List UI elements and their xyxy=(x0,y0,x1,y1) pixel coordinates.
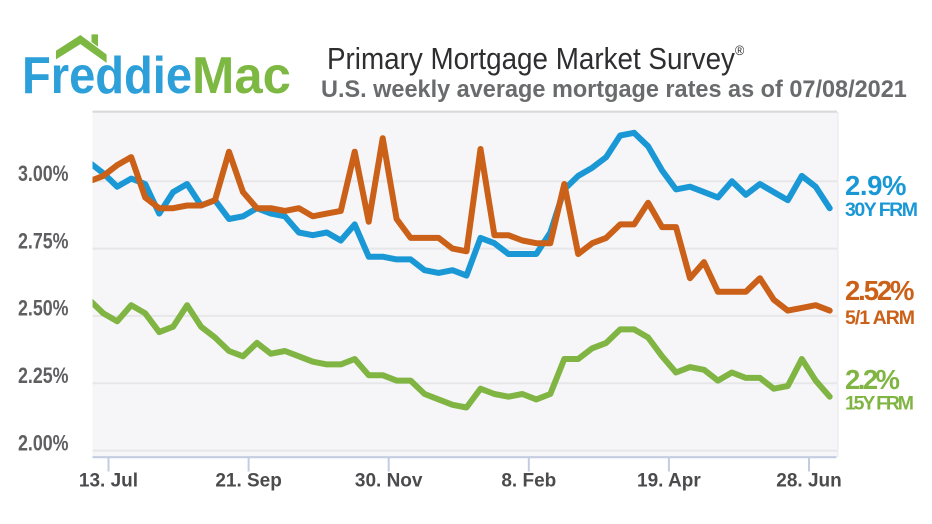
svg-text:2.9%: 2.9% xyxy=(845,170,907,201)
svg-text:28. Jun: 28. Jun xyxy=(776,471,841,492)
svg-text:2.75%: 2.75% xyxy=(18,228,69,253)
svg-text:2.52%: 2.52% xyxy=(845,275,915,306)
svg-text:5/1 ARM: 5/1 ARM xyxy=(845,307,915,329)
svg-text:2.25%: 2.25% xyxy=(18,363,69,388)
svg-text:19. Apr: 19. Apr xyxy=(637,471,701,492)
svg-text:2.2%: 2.2% xyxy=(845,364,900,395)
svg-text:30Y FRM: 30Y FRM xyxy=(845,199,918,221)
svg-text:13. Jul: 13. Jul xyxy=(79,471,138,492)
svg-text:21. Sep: 21. Sep xyxy=(215,471,282,492)
svg-text:30. Nov: 30. Nov xyxy=(355,471,423,492)
svg-text:2.50%: 2.50% xyxy=(18,296,69,321)
svg-text:3.00%: 3.00% xyxy=(18,161,69,186)
svg-text:2.00%: 2.00% xyxy=(18,430,69,455)
svg-text:15Y FRM: 15Y FRM xyxy=(845,393,914,415)
svg-text:8. Feb: 8. Feb xyxy=(501,471,556,492)
